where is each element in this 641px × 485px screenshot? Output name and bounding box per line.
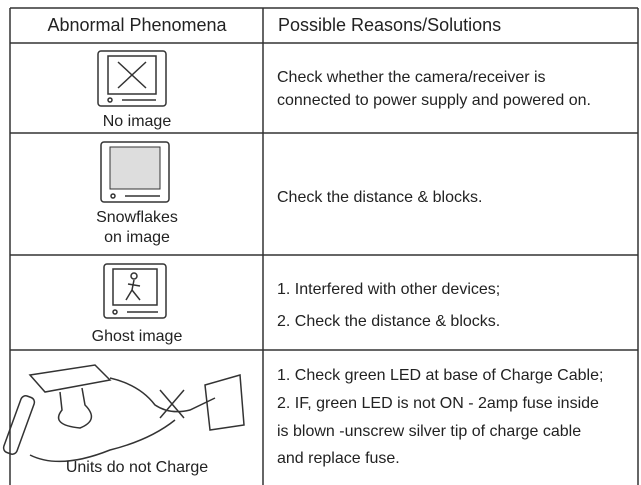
solution-line: Check whether the camera/receiver is bbox=[277, 69, 546, 86]
monitor-icon bbox=[103, 263, 167, 319]
charge-illustration bbox=[2, 364, 245, 463]
phenomenon-label: Ghost image bbox=[92, 328, 183, 345]
solution-line: and replace fuse. bbox=[277, 450, 400, 467]
phenomenon-label: No image bbox=[103, 113, 172, 130]
table-borders bbox=[9, 7, 639, 485]
phenomenon-label: Units do not Charge bbox=[66, 459, 208, 476]
phenomenon-label: Snowflakes bbox=[96, 209, 178, 226]
solution-line: 2. Check the distance & blocks. bbox=[277, 313, 500, 330]
header-cell: Abnormal Phenomena bbox=[47, 15, 227, 35]
monitor-icon bbox=[97, 50, 167, 107]
solution-line: 2. IF, green LED is not ON - 2amp fuse i… bbox=[277, 395, 599, 412]
monitor-icon bbox=[100, 141, 170, 203]
header-cell: Possible Reasons/Solutions bbox=[278, 15, 501, 35]
solution-line: 1. Interfered with other devices; bbox=[277, 281, 500, 298]
solution-line: connected to power supply and powered on… bbox=[277, 92, 591, 109]
solution-line: 1. Check green LED at base of Charge Cab… bbox=[277, 367, 603, 384]
solution-line: Check the distance & blocks. bbox=[277, 189, 482, 206]
phenomenon-label: on image bbox=[104, 229, 170, 246]
solution-line: is blown -unscrew silver tip of charge c… bbox=[277, 423, 581, 440]
